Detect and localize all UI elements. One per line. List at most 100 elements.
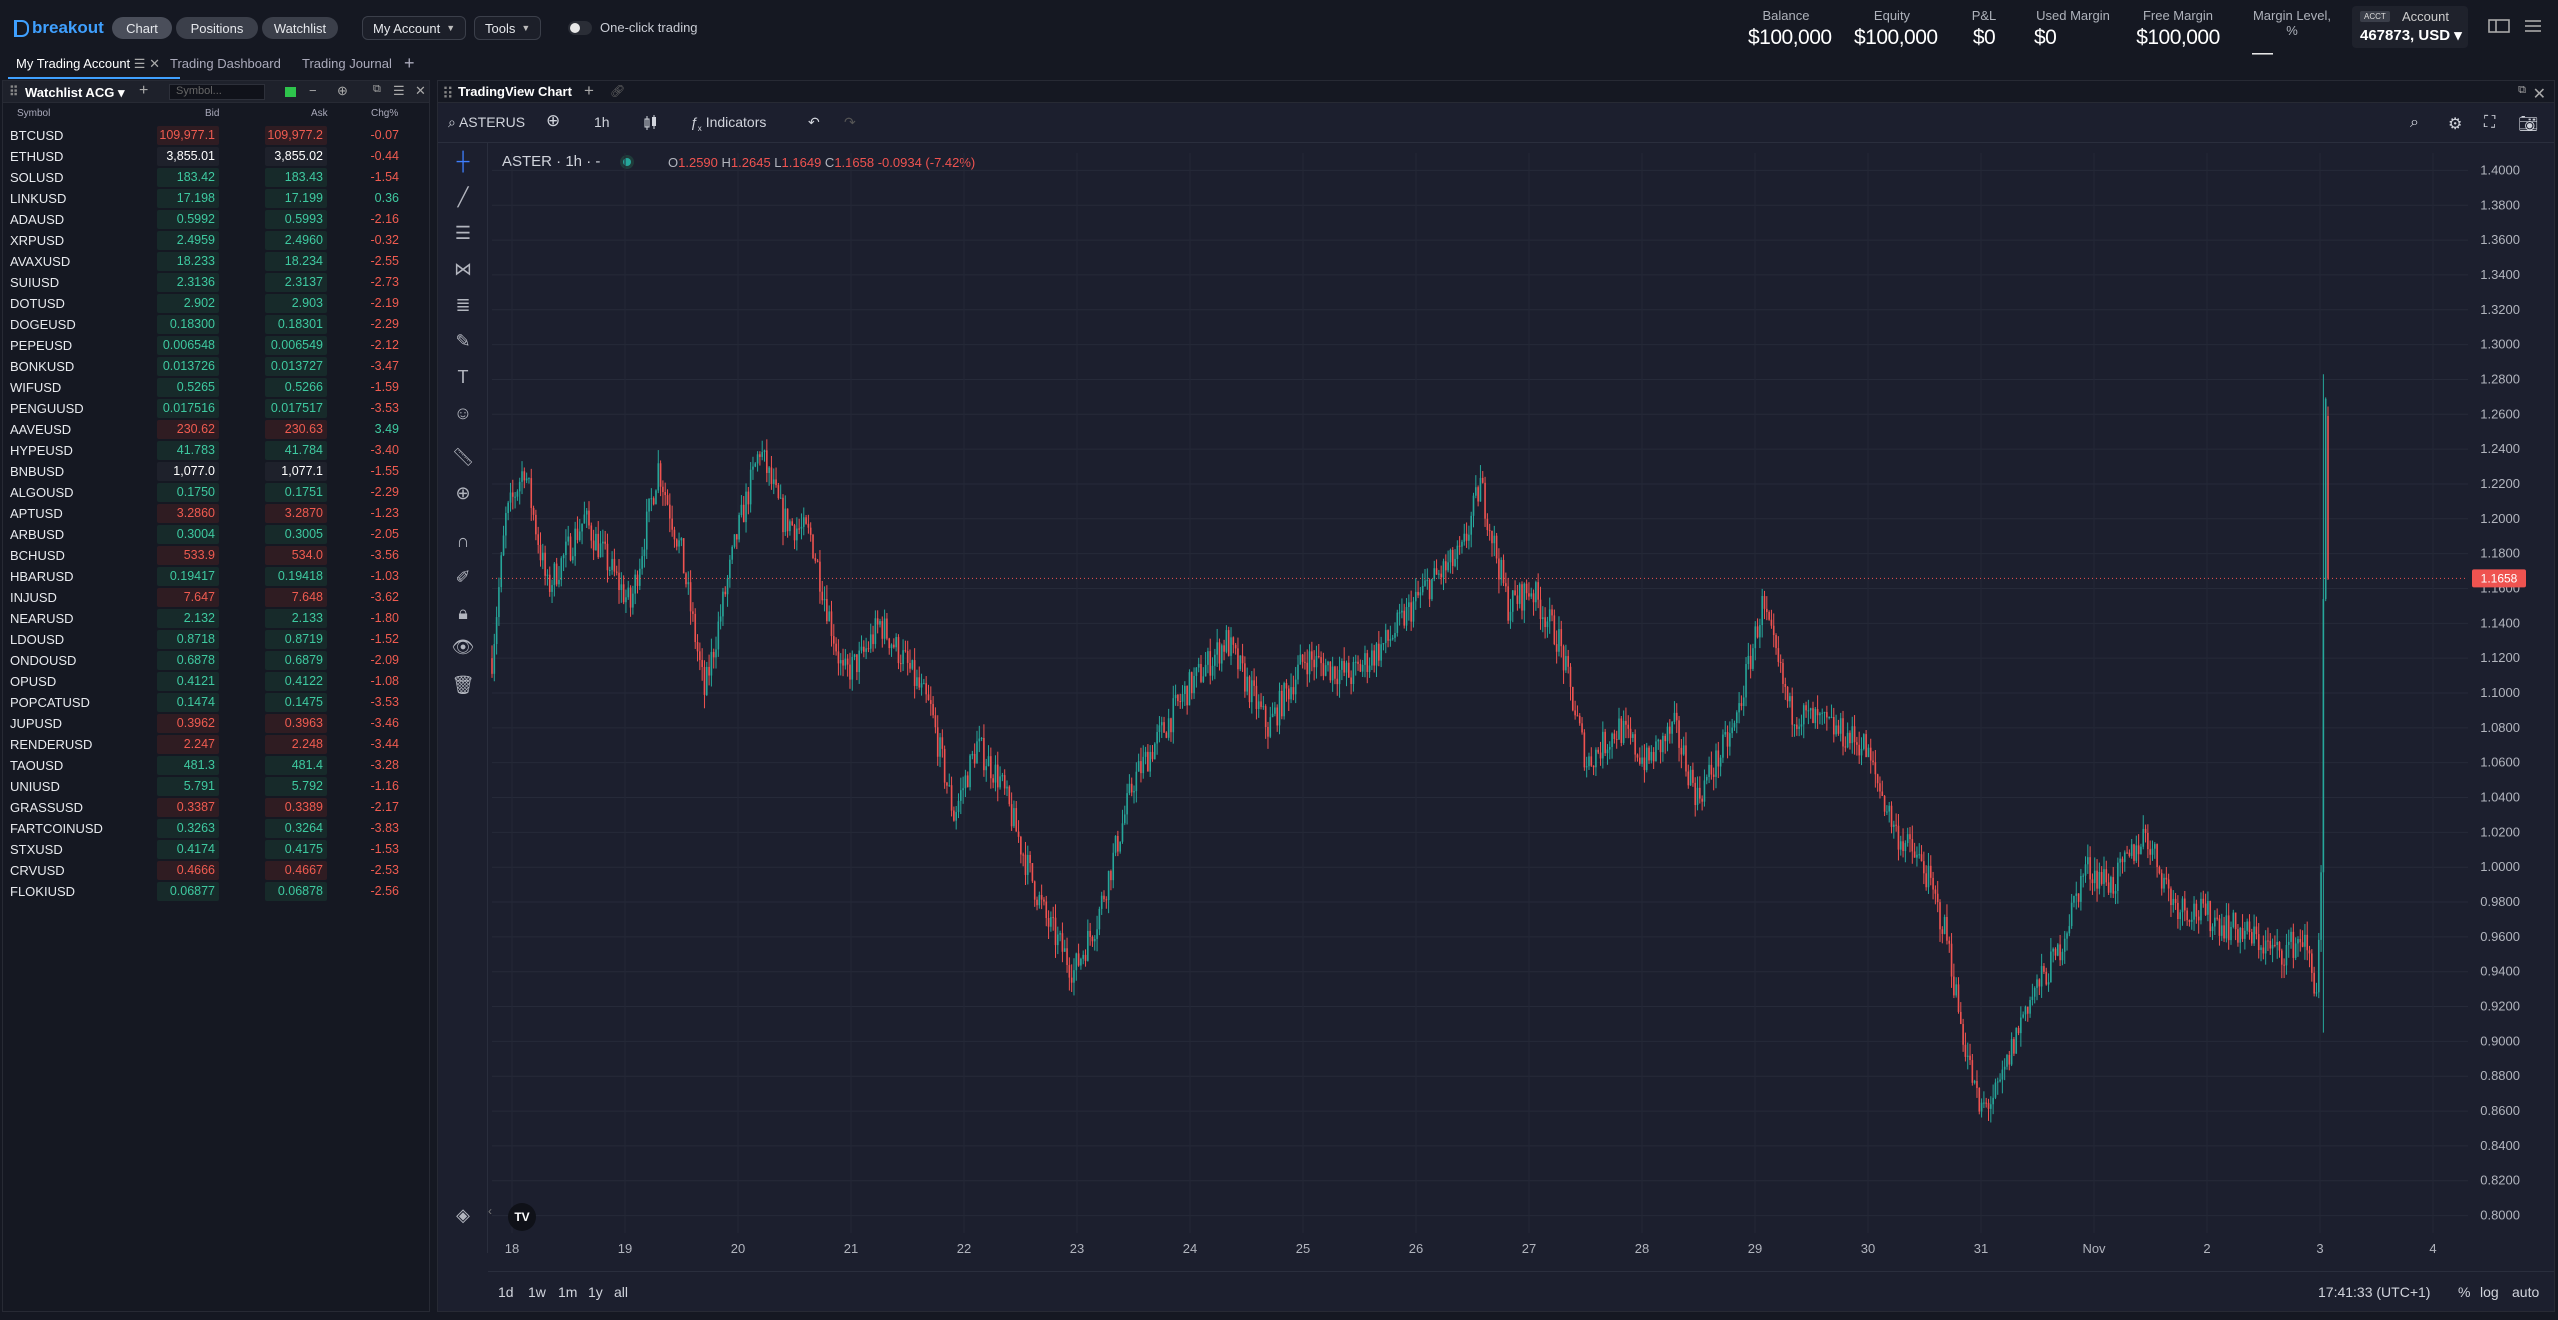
row-ask[interactable]: 0.4122	[265, 672, 327, 691]
row-bid[interactable]: 2.3136	[157, 273, 219, 292]
watchlist-row[interactable]: FLOKIUSD 0.06877 0.06878 -2.56	[3, 881, 429, 902]
watchlist-row[interactable]: POPCATUSD 0.1474 0.1475 -3.53	[3, 692, 429, 713]
col-ask[interactable]: Ask	[311, 108, 328, 119]
brand-logo[interactable]: breakout	[14, 18, 104, 38]
tradingview-logo-icon[interactable]: TV	[508, 1203, 536, 1231]
fib-icon[interactable]: ≣	[455, 295, 471, 315]
nav-positions-button[interactable]: Positions	[176, 17, 258, 39]
nav-watchlist-button[interactable]: Watchlist	[262, 17, 338, 39]
row-ask[interactable]: 0.8719	[265, 630, 327, 649]
trend-line-icon[interactable]: ╱	[457, 187, 469, 207]
add-tab-icon[interactable]: +	[404, 53, 415, 73]
watchlist-row[interactable]: ONDOUSD 0.6878 0.6879 -2.09	[3, 650, 429, 671]
watchlist-row[interactable]: BCHUSD 533.9 534.0 -3.56	[3, 545, 429, 566]
search-icon[interactable]: ⌕	[2410, 114, 2419, 131]
row-ask[interactable]: 5.792	[265, 777, 327, 796]
add-chart-icon[interactable]: +	[584, 81, 594, 100]
timeframe-1w[interactable]: 1w	[528, 1284, 546, 1300]
menu-icon[interactable]: ☰	[393, 83, 405, 98]
zoom-in-icon[interactable]: ⊕	[455, 483, 471, 503]
row-ask[interactable]: 0.006549	[265, 336, 327, 355]
camera-icon[interactable]: 📷︎	[2518, 116, 2539, 133]
watchlist-row[interactable]: TAOUSD 481.3 481.4 -3.28	[3, 755, 429, 776]
row-ask[interactable]: 7.648	[265, 588, 327, 607]
tab-trading-dashboard[interactable]: Trading Dashboard	[170, 56, 281, 71]
target-icon[interactable]: ⊕	[337, 83, 348, 98]
row-bid[interactable]: 2.902	[157, 294, 219, 313]
eye-icon[interactable]: 👁︎	[451, 637, 475, 657]
row-ask[interactable]: 534.0	[265, 546, 327, 565]
interval-button[interactable]: 1h	[594, 114, 610, 130]
row-bid[interactable]: 0.06877	[157, 882, 219, 901]
watchlist-row[interactable]: BTCUSD 109,977.1 109,977.2 -0.07	[3, 125, 429, 146]
row-ask[interactable]: 0.5266	[265, 378, 327, 397]
watchlist-row[interactable]: HBARUSD 0.19417 0.19418 -1.03	[3, 566, 429, 587]
timeframe-1y[interactable]: 1y	[588, 1284, 603, 1300]
row-ask[interactable]: 0.4175	[265, 840, 327, 859]
row-bid[interactable]: 0.5265	[157, 378, 219, 397]
symbol-search-input[interactable]: Symbol...	[169, 84, 265, 100]
watchlist-row[interactable]: NEARUSD 2.132 2.133 -1.80	[3, 608, 429, 629]
fullscreen-icon[interactable]: ⛶	[2484, 114, 2496, 131]
watchlist-row[interactable]: PEPEUSD 0.006548 0.006549 -2.12	[3, 335, 429, 356]
row-ask[interactable]: 3.2870	[265, 504, 327, 523]
layers-icon[interactable]: ◈	[456, 1205, 470, 1225]
row-ask[interactable]: 0.06878	[265, 882, 327, 901]
watchlist-row[interactable]: AVAXUSD 18.233 18.234 -2.55	[3, 251, 429, 272]
row-ask[interactable]: 183.43	[265, 168, 327, 187]
symbol-search[interactable]: ⌕ ASTERUS	[448, 114, 525, 131]
add-symbol-icon[interactable]: +	[139, 82, 149, 99]
row-bid[interactable]: 0.1750	[157, 483, 219, 502]
settings-icon[interactable]: ⚙	[2448, 116, 2463, 133]
row-bid[interactable]: 0.19417	[157, 567, 219, 586]
row-bid[interactable]: 0.013726	[157, 357, 219, 376]
row-ask[interactable]: 0.3389	[265, 798, 327, 817]
row-ask[interactable]: 481.4	[265, 756, 327, 775]
percent-scale-toggle[interactable]: %	[2458, 1284, 2471, 1300]
row-ask[interactable]: 17.199	[265, 189, 327, 208]
popout-icon[interactable]: ⧉	[373, 83, 381, 95]
crosshair-icon[interactable]: ┼	[456, 151, 470, 171]
row-ask[interactable]: 0.1751	[265, 483, 327, 502]
row-ask[interactable]: 18.234	[265, 252, 327, 271]
row-ask[interactable]: 0.5993	[265, 210, 327, 229]
watchlist-row[interactable]: JUPUSD 0.3962 0.3963 -3.46	[3, 713, 429, 734]
tools-menu[interactable]: Tools ▼	[474, 16, 542, 40]
layout-icon[interactable]	[2488, 18, 2510, 39]
tab-my-trading-account[interactable]: My Trading Account ☰ ✕	[8, 56, 180, 79]
ruler-icon[interactable]: 📏︎	[451, 447, 475, 467]
row-ask[interactable]: 0.6879	[265, 651, 327, 670]
row-bid[interactable]: 0.18300	[157, 315, 219, 334]
watchlist-row[interactable]: BNBUSD 1,077.0 1,077.1 -1.55	[3, 461, 429, 482]
log-scale-toggle[interactable]: log	[2480, 1284, 2499, 1300]
watchlist-title[interactable]: Watchlist ACG ▾	[25, 85, 125, 100]
pattern-icon[interactable]: ⋈	[454, 259, 472, 279]
watchlist-row[interactable]: WIFUSD 0.5265 0.5266 -1.59	[3, 377, 429, 398]
row-bid[interactable]: 533.9	[157, 546, 219, 565]
one-click-trading-toggle[interactable]	[568, 21, 592, 35]
indicators-button[interactable]: ƒx Indicators	[690, 114, 767, 133]
watchlist-row[interactable]: BONKUSD 0.013726 0.013727 -3.47	[3, 356, 429, 377]
row-bid[interactable]: 0.3387	[157, 798, 219, 817]
row-bid[interactable]: 0.3004	[157, 525, 219, 544]
auto-scale-toggle[interactable]: auto	[2512, 1284, 2540, 1300]
row-bid[interactable]: 3,855.01	[157, 147, 219, 166]
watchlist-row[interactable]: OPUSD 0.4121 0.4122 -1.08	[3, 671, 429, 692]
watchlist-row[interactable]: PENGUUSD 0.017516 0.017517 -3.53	[3, 398, 429, 419]
drag-handle-icon[interactable]: ⠿	[9, 84, 19, 99]
row-ask[interactable]: 109,977.2	[265, 126, 327, 145]
row-ask[interactable]: 0.017517	[265, 399, 327, 418]
row-bid[interactable]: 7.647	[157, 588, 219, 607]
row-ask[interactable]: 41.784	[265, 441, 327, 460]
row-bid[interactable]: 0.1474	[157, 693, 219, 712]
minus-icon[interactable]: −	[309, 83, 317, 98]
row-bid[interactable]: 2.247	[157, 735, 219, 754]
close-icon[interactable]: ✕	[415, 83, 426, 98]
watchlist-row[interactable]: DOGEUSD 0.18300 0.18301 -2.29	[3, 314, 429, 335]
row-bid[interactable]: 41.783	[157, 441, 219, 460]
horizontal-lines-icon[interactable]: ☰	[454, 223, 472, 243]
row-bid[interactable]: 0.6878	[157, 651, 219, 670]
row-bid[interactable]: 1,077.0	[157, 462, 219, 481]
row-bid[interactable]: 0.4174	[157, 840, 219, 859]
row-bid[interactable]: 0.3263	[157, 819, 219, 838]
